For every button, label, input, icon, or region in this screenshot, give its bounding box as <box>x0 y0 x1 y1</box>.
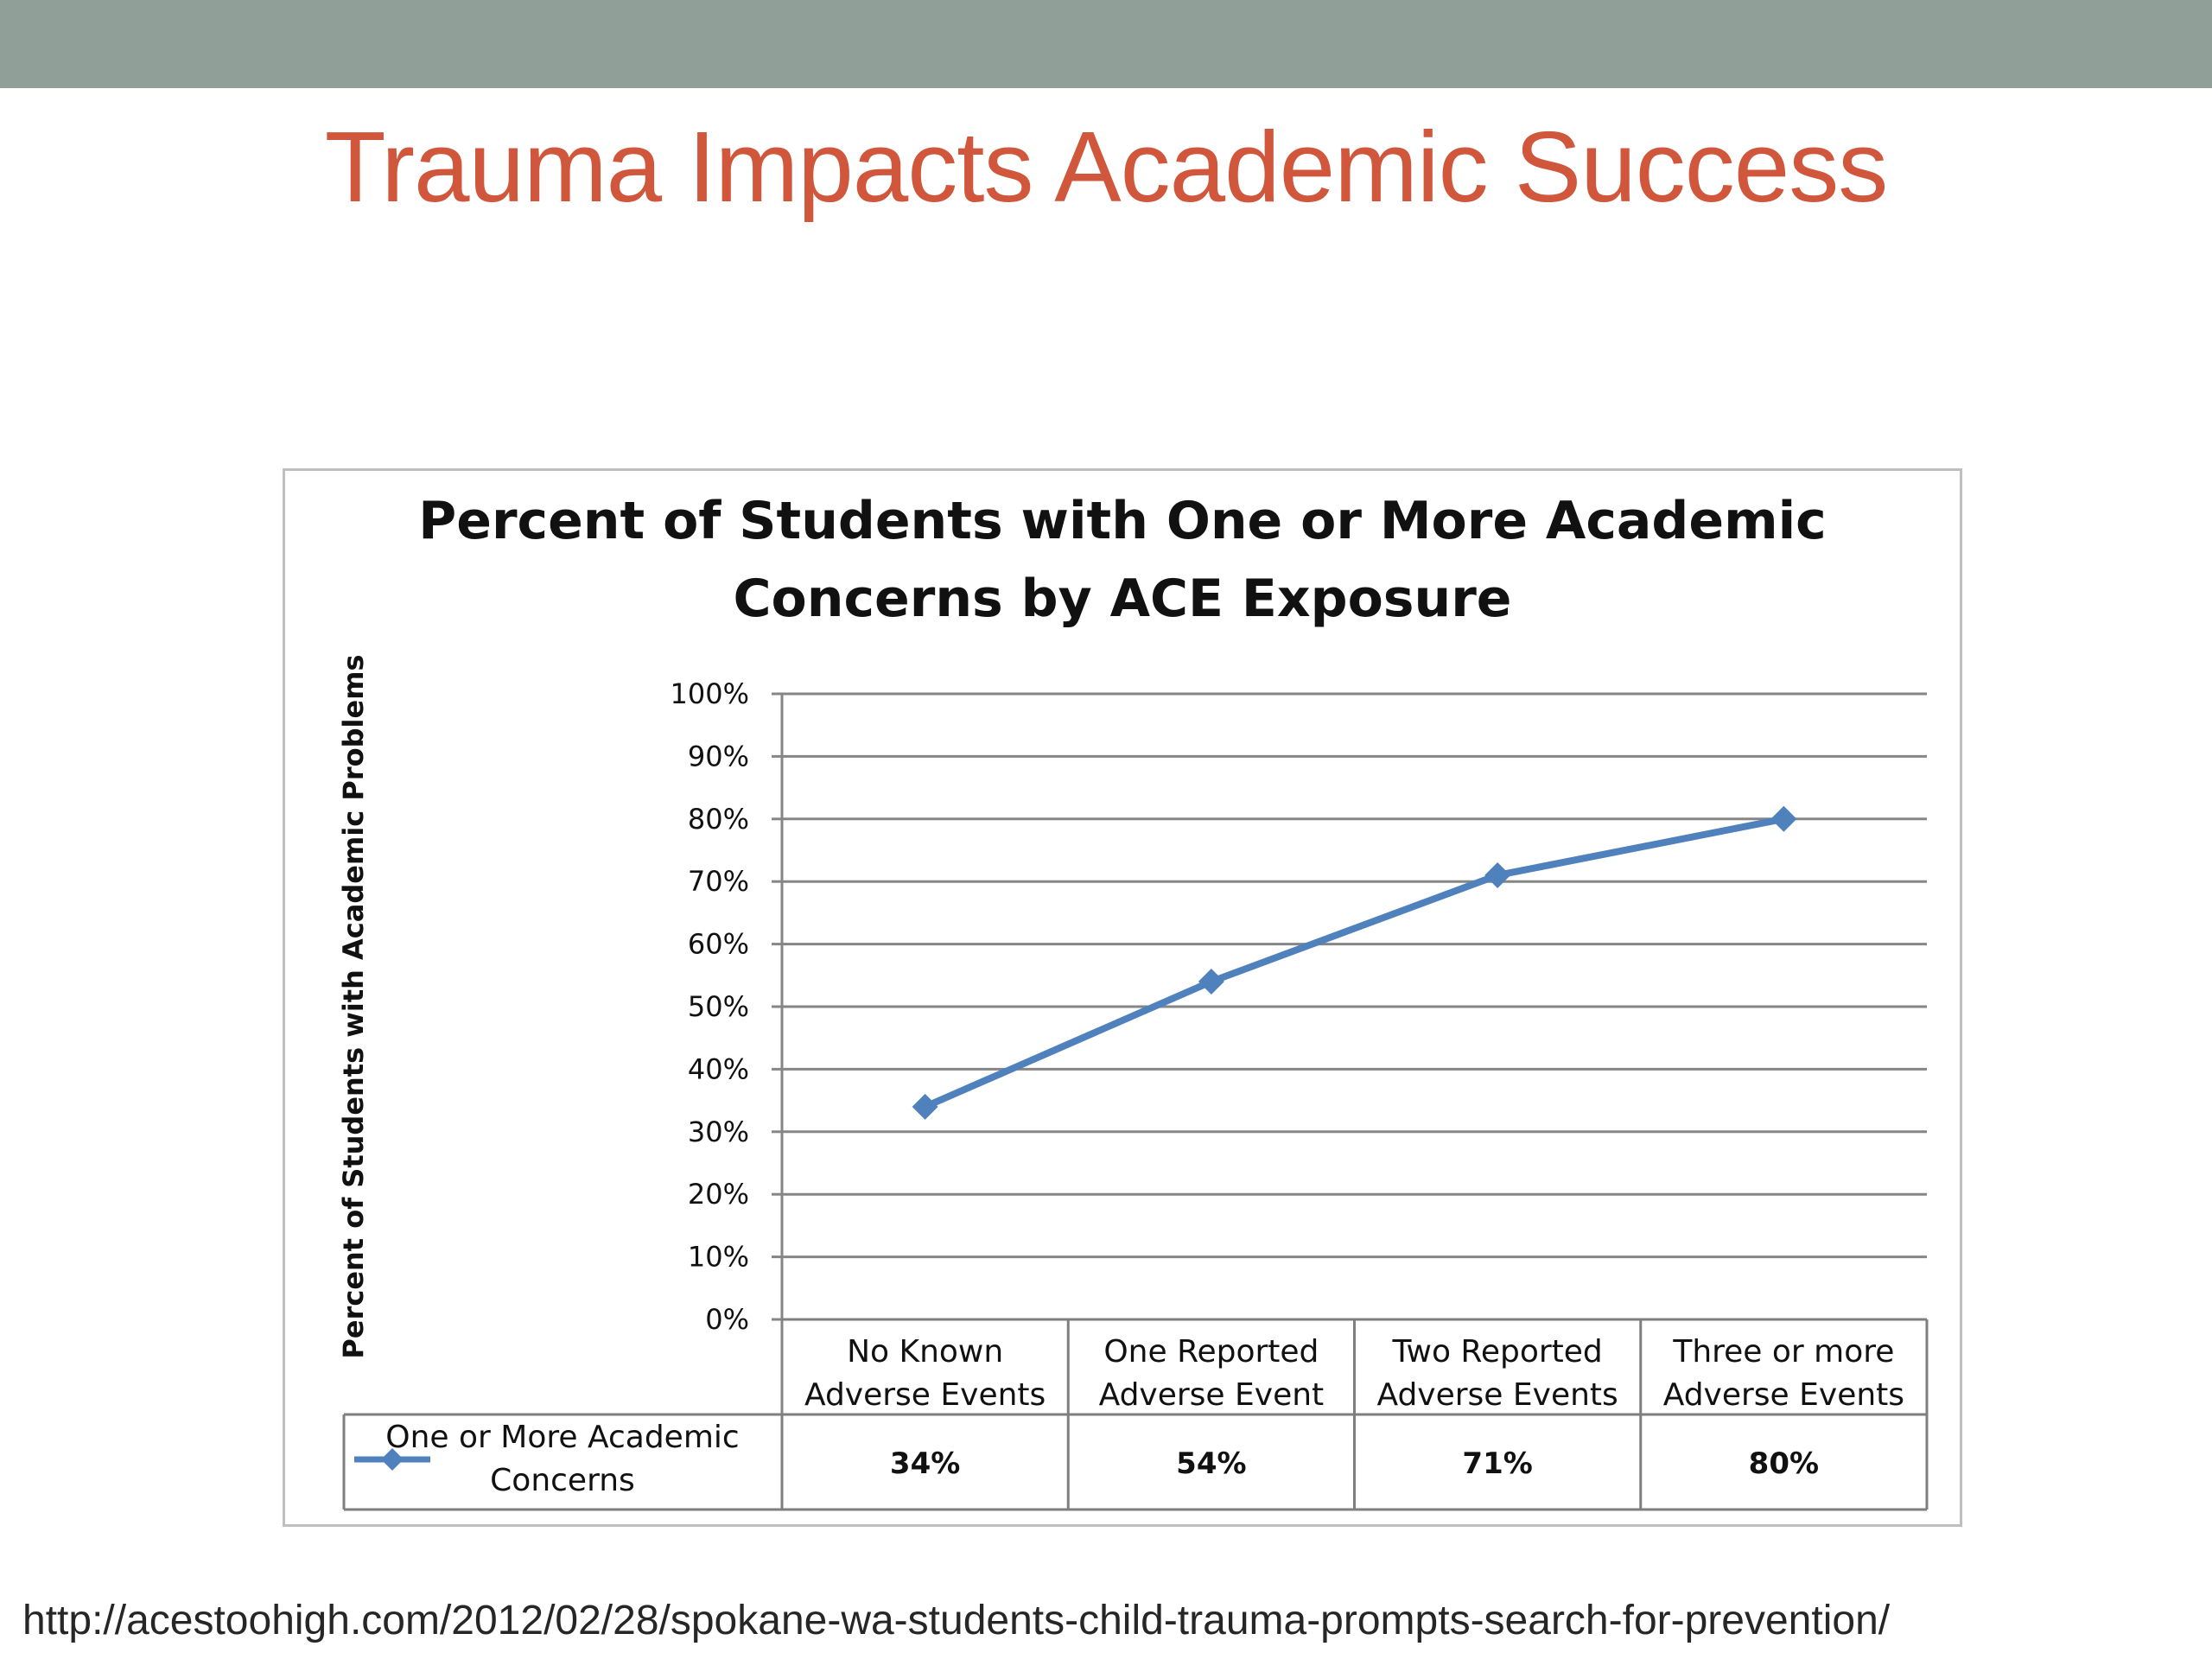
y-tick-label: 80% <box>688 803 749 836</box>
chart-container: Percent of Students with One or More Aca… <box>283 468 1962 1527</box>
data-table-value: 71% <box>1462 1446 1532 1481</box>
data-point-marker <box>1198 969 1224 995</box>
data-table-value: 54% <box>1176 1446 1246 1481</box>
data-point-marker <box>912 1093 938 1120</box>
chart-title-line: Concerns by ACE Exposure <box>734 569 1512 629</box>
data-point-marker <box>1484 861 1511 888</box>
gridlines <box>772 692 1927 1414</box>
x-category-label: Adverse Events <box>1663 1377 1904 1413</box>
y-tick-label: 40% <box>688 1052 749 1085</box>
y-tick-label: 70% <box>688 865 749 898</box>
slide-header-bar <box>0 0 2212 88</box>
y-tick-label: 30% <box>688 1116 749 1148</box>
series-line-group <box>912 805 1797 1120</box>
data-point-marker <box>1770 805 1797 832</box>
y-tick-label: 60% <box>688 928 749 961</box>
x-category-label: Adverse Events <box>1376 1377 1618 1413</box>
y-tick-label: 50% <box>688 990 749 1023</box>
y-tick-label: 100% <box>671 677 749 710</box>
y-axis-ticks: 100% 90% 80% 70% 60% 50% 40% 30% 20% 10% 0% <box>671 677 749 1336</box>
x-category-label: Adverse Event <box>1099 1377 1325 1413</box>
x-category-label: Three or more <box>1672 1334 1894 1370</box>
x-category-label: Adverse Events <box>804 1377 1046 1413</box>
legend-series-label: Concerns <box>490 1463 635 1498</box>
y-tick-label: 0% <box>705 1303 749 1336</box>
source-url[interactable]: http://acestoohigh.com/2012/02/28/spokan… <box>22 1598 1891 1643</box>
slide-title: Trauma Impacts Academic Success <box>324 111 1888 223</box>
legend-series-label: One or More Academic <box>385 1420 739 1455</box>
legend-diamond-icon <box>381 1448 404 1471</box>
x-category-label: Two Reported <box>1391 1334 1602 1370</box>
chart-title-line: Percent of Students with One or More Aca… <box>418 491 1826 551</box>
line-chart: Percent of Students with One or More Aca… <box>337 491 1929 1511</box>
y-axis-label: Percent of Students with Academic Proble… <box>337 654 370 1358</box>
y-tick-label: 90% <box>688 740 749 772</box>
y-axis-title: Percent of Students with Academic Proble… <box>337 654 370 1358</box>
series-line <box>921 815 1788 1110</box>
y-tick-label: 20% <box>688 1178 749 1211</box>
data-table-value: 34% <box>890 1446 960 1481</box>
x-category-label: One Reported <box>1103 1334 1319 1370</box>
data-table-value: 80% <box>1749 1446 1819 1481</box>
chart-title: Percent of Students with One or More Aca… <box>418 491 1826 629</box>
y-tick-label: 10% <box>688 1241 749 1274</box>
x-category-label: No Known <box>847 1334 1003 1370</box>
data-table: No Known Adverse Events One Reported Advers… <box>342 1318 1929 1511</box>
